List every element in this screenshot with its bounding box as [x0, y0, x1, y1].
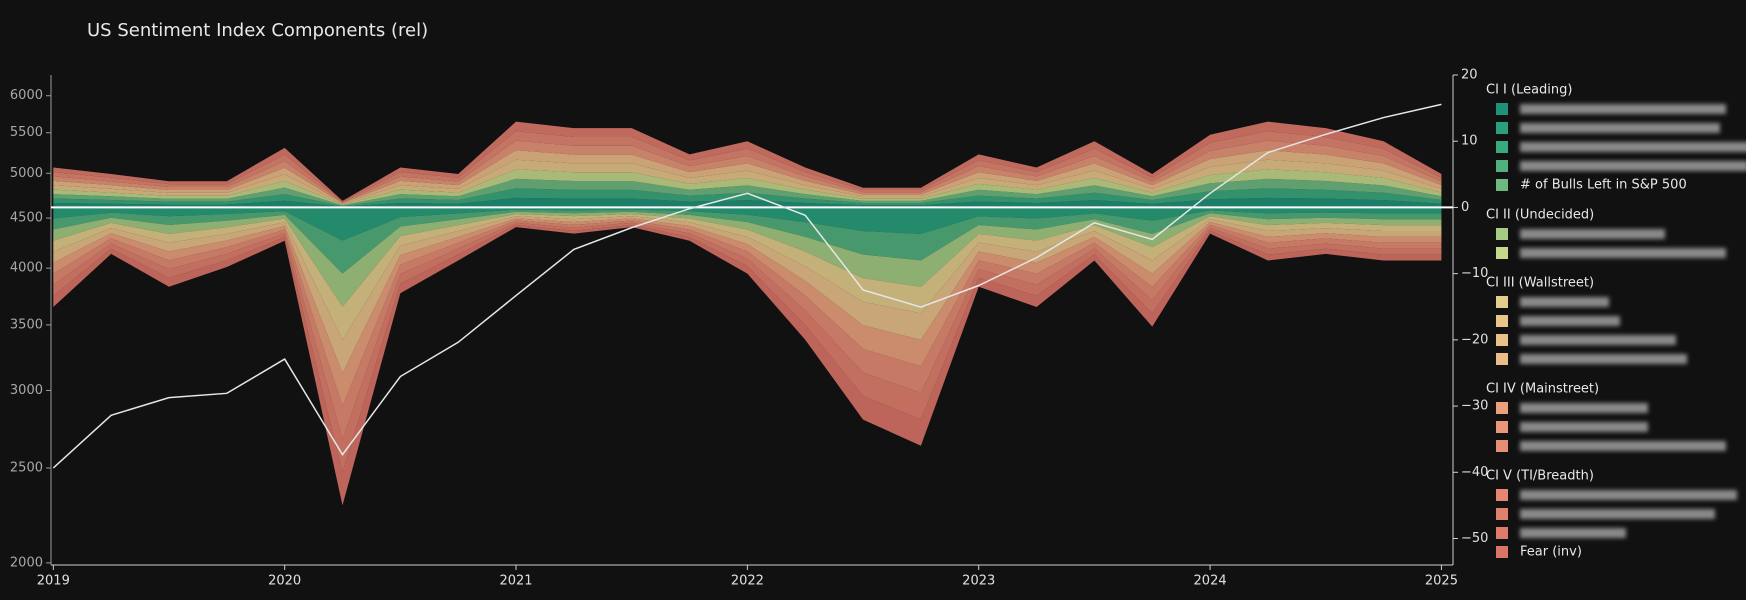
legend-label-redacted: [1520, 142, 1746, 152]
legend-label-redacted: [1520, 161, 1746, 171]
legend-label: # of Bulls Left in S&P 500: [1520, 178, 1687, 193]
y2-tick-label: 10: [1461, 134, 1478, 149]
legend-swatch: [1496, 122, 1508, 134]
area: [53, 140, 1442, 204]
area: [53, 218, 1442, 407]
legend-swatch: [1496, 353, 1508, 365]
legend-swatch: [1496, 315, 1508, 327]
area: [53, 222, 1442, 473]
legend-label-redacted: [1520, 104, 1726, 114]
y2-tick-label: −10: [1461, 266, 1488, 281]
legend-swatch: [1496, 296, 1508, 308]
legend-swatch: [1496, 546, 1508, 558]
legend-group-title: CI II (Undecided): [1486, 208, 1594, 223]
legend-group-title: CI V (TI/Breadth): [1486, 469, 1594, 484]
area: [53, 220, 1442, 440]
legend-label-redacted: [1520, 441, 1726, 451]
y-tick-label: 2000: [10, 555, 43, 570]
legend-group-title: CI I (Leading): [1486, 83, 1573, 98]
legend-group-title: CI III (Wallstreet): [1486, 276, 1594, 291]
area: [53, 216, 1442, 373]
legend-swatch: [1496, 508, 1508, 520]
y-tick-label: 6000: [10, 88, 43, 103]
legend-label-redacted: [1520, 490, 1737, 500]
y-tick-label: 2500: [10, 460, 43, 475]
legend-label-redacted: [1520, 316, 1620, 326]
area: [53, 131, 1442, 203]
y-tick-label: 4000: [10, 261, 43, 276]
y2-tick-label: −30: [1461, 399, 1488, 414]
legend-swatch: [1496, 179, 1508, 191]
y-tick-label: 4500: [10, 211, 43, 226]
area: [53, 197, 1442, 208]
x-tick-label: 2025: [1425, 574, 1458, 589]
legend-label-redacted: [1520, 354, 1687, 364]
legend-label: Fear (inv): [1520, 545, 1582, 560]
legend-swatch: [1496, 141, 1508, 153]
x-tick-label: 2024: [1194, 574, 1227, 589]
area: [53, 169, 1442, 206]
area: [53, 188, 1442, 207]
legend-label-redacted: [1520, 509, 1715, 519]
legend-swatch: [1496, 489, 1508, 501]
y2-tick-label: −20: [1461, 332, 1488, 347]
legend-label-redacted: [1520, 528, 1626, 538]
y2-tick-label: 0: [1461, 200, 1469, 215]
y-tick-label: 3000: [10, 383, 43, 398]
y-tick-label: 5000: [10, 166, 43, 181]
legend-swatch: [1496, 334, 1508, 346]
x-tick-label: 2020: [268, 574, 301, 589]
legend-group-title: CI IV (Mainstreet): [1486, 382, 1599, 397]
y2-tick-label: 20: [1461, 68, 1478, 83]
legend-label-redacted: [1520, 335, 1676, 345]
area: [53, 207, 1442, 241]
legend-swatch: [1496, 440, 1508, 452]
legend-swatch: [1496, 247, 1508, 259]
legend-swatch: [1496, 103, 1508, 115]
area: [53, 121, 1442, 202]
legend-label-redacted: [1520, 229, 1665, 239]
y2-tick-label: −50: [1461, 531, 1488, 546]
area: [53, 150, 1442, 204]
area: [53, 213, 1442, 340]
area: [53, 178, 1442, 206]
area: [53, 211, 1442, 307]
area: [53, 159, 1442, 205]
legend-swatch: [1496, 228, 1508, 240]
legend-label-redacted: [1520, 422, 1648, 432]
x-tick-label: 2021: [499, 574, 532, 589]
area: [53, 209, 1442, 274]
y2-tick-label: −40: [1461, 465, 1488, 480]
legend-label-redacted: [1520, 297, 1609, 307]
legend-label-redacted: [1520, 248, 1726, 258]
legend-swatch: [1496, 527, 1508, 539]
area: [53, 224, 1442, 506]
chart-title: US Sentiment Index Components (rel): [87, 20, 428, 41]
legend-swatch: [1496, 421, 1508, 433]
y-tick-label: 3500: [10, 317, 43, 332]
x-tick-label: 2019: [37, 574, 70, 589]
y-tick-label: 5500: [10, 125, 43, 140]
line: [52, 103, 1442, 469]
legend-swatch: [1496, 402, 1508, 414]
x-tick-label: 2023: [962, 574, 995, 589]
legend-label-redacted: [1520, 123, 1720, 133]
x-tick-label: 2022: [731, 574, 764, 589]
legend-label-redacted: [1520, 403, 1648, 413]
legend-swatch: [1496, 160, 1508, 172]
